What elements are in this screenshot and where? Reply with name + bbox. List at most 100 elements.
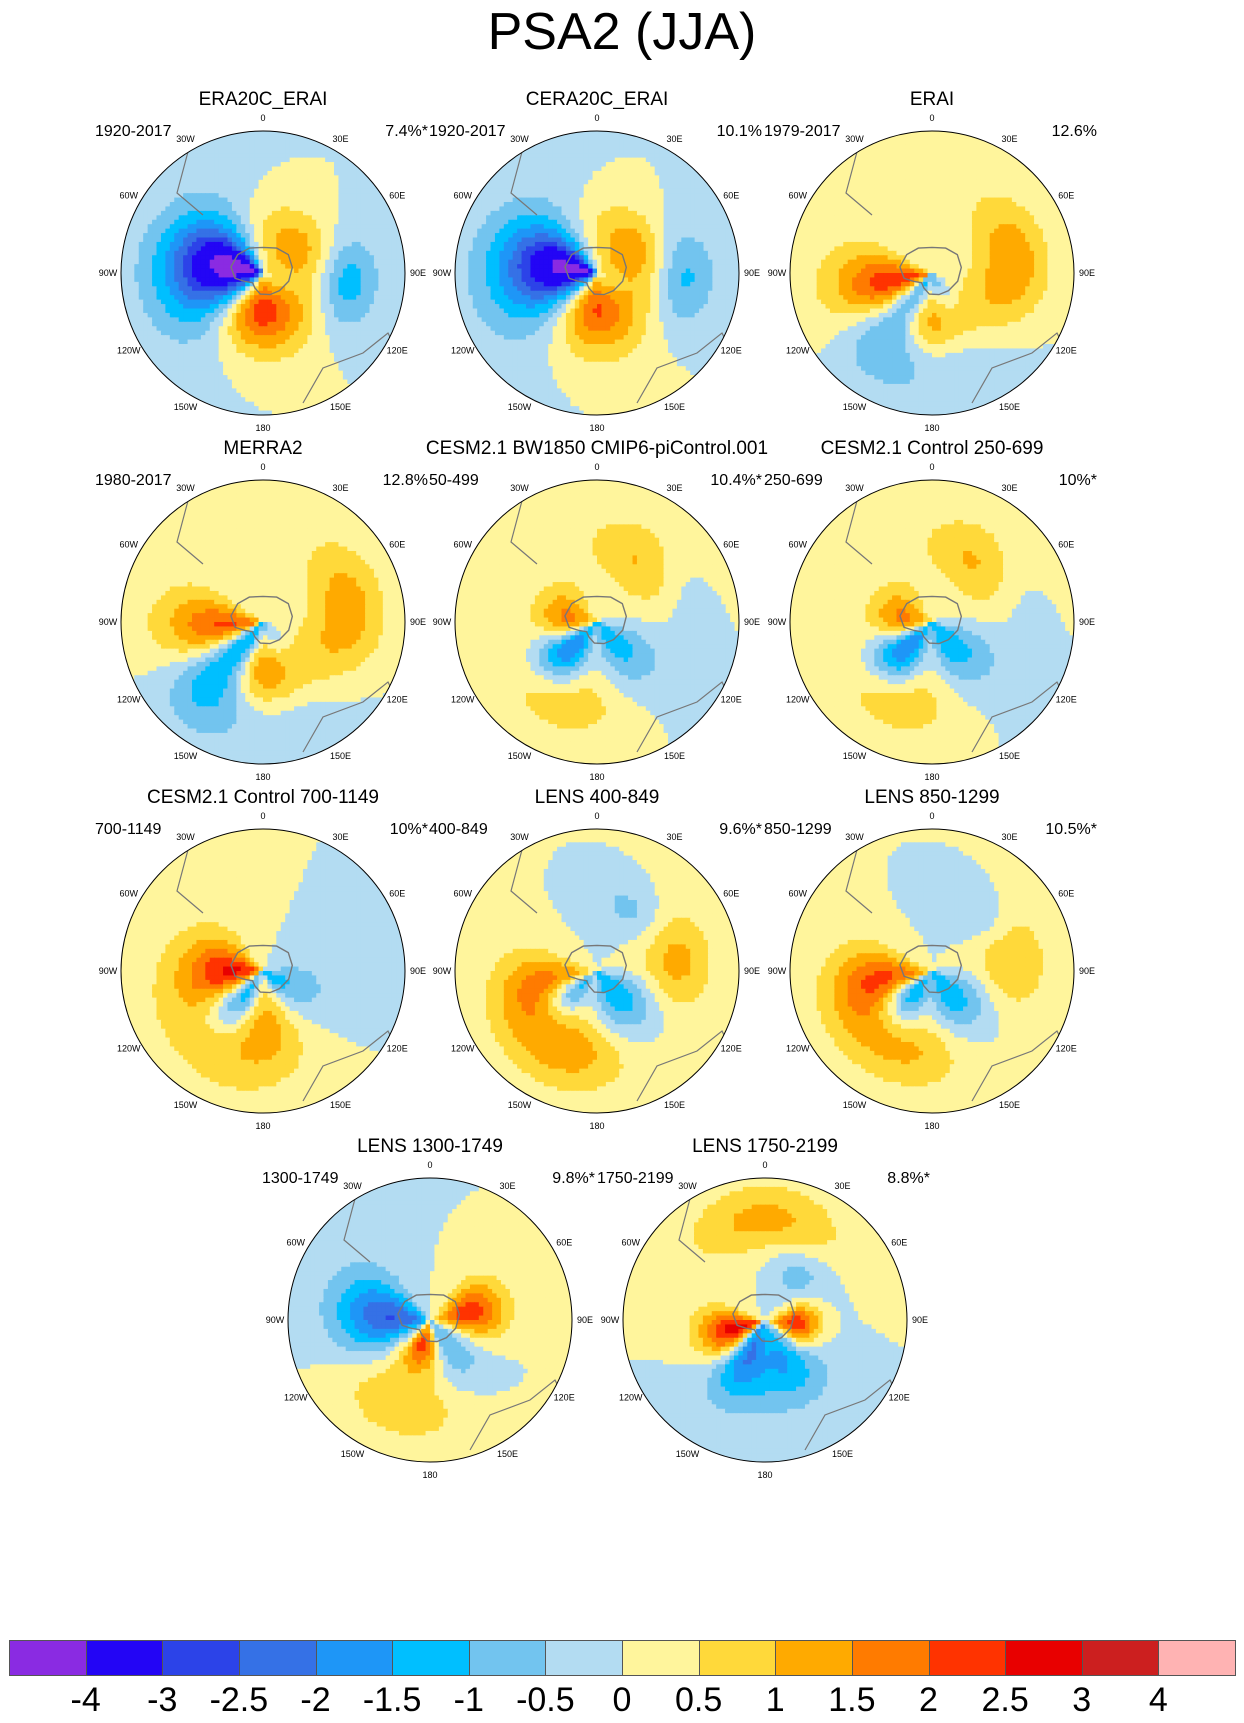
field-cell (694, 219, 700, 225)
field-cell (356, 259, 362, 265)
field-cell (200, 228, 206, 234)
field-cell (548, 179, 554, 185)
field-cell (178, 250, 184, 256)
map-panel: 0 30E 60E 90E 120E 150E 180 150W 120W 90W 60W 30W CE… (412, 88, 782, 468)
field-cell (174, 304, 180, 310)
field-cell (280, 144, 286, 150)
field-cell (289, 370, 295, 376)
field-cell (588, 139, 594, 145)
field-cell (557, 135, 563, 141)
field-cell (347, 304, 353, 310)
field-cell (351, 215, 357, 221)
field-cell (267, 317, 273, 323)
field-cell (690, 175, 696, 181)
field-cell (721, 219, 727, 225)
field-cell (548, 255, 554, 261)
field-cell (258, 375, 264, 381)
field-cell (534, 135, 540, 141)
field-cell (285, 255, 291, 261)
field-cell (334, 215, 340, 221)
field-cell (143, 228, 149, 234)
field-cell (223, 135, 229, 141)
field-cell (619, 184, 625, 190)
field-cell (302, 188, 308, 194)
field-cell (169, 237, 175, 243)
field-cell (601, 206, 607, 212)
field-cell (298, 312, 304, 318)
field-cell (396, 241, 402, 247)
field-cell (597, 237, 603, 243)
field-cell (592, 237, 598, 243)
field-cell (263, 197, 269, 203)
field-cell (218, 352, 224, 358)
field-cell (490, 237, 496, 243)
field-cell (205, 335, 211, 341)
field-cell (231, 370, 237, 376)
field-cell (267, 308, 273, 314)
field-cell (400, 312, 405, 318)
field-cell (280, 335, 286, 341)
field-cell (214, 241, 220, 247)
field-cell (365, 299, 371, 305)
field-cell (200, 281, 206, 287)
field-cell (369, 259, 375, 265)
field-cell (597, 162, 603, 168)
field-cell (391, 246, 397, 252)
field-cell (254, 224, 260, 230)
field-cell (503, 219, 509, 225)
field-cell (209, 162, 215, 168)
field-cell (351, 273, 357, 279)
field-cell (294, 308, 300, 314)
field-cell (307, 383, 313, 389)
field-cell (342, 210, 348, 216)
field-cell (280, 224, 286, 230)
field-cell (526, 157, 532, 163)
field-cell (681, 233, 687, 239)
field-cell (298, 139, 304, 145)
field-cell (725, 219, 731, 225)
field-cell (534, 241, 540, 247)
field-cell (280, 153, 286, 159)
field-cell (334, 228, 340, 234)
field-cell (298, 153, 304, 159)
field-cell (716, 241, 722, 247)
field-cell (129, 233, 135, 239)
field-cell (650, 153, 656, 159)
field-cell (400, 321, 405, 327)
field-cell (302, 273, 308, 279)
field-cell (530, 228, 536, 234)
field-cell (200, 241, 206, 247)
field-cell (254, 188, 260, 194)
field-cell (307, 352, 313, 358)
field-cell (156, 273, 162, 279)
field-cell (178, 383, 184, 389)
field-cell (641, 144, 647, 150)
field-cell (672, 153, 678, 159)
field-cell (289, 330, 295, 336)
field-cell (588, 210, 594, 216)
field-cell (192, 308, 198, 314)
field-cell (356, 308, 362, 314)
field-cell (231, 344, 237, 350)
field-cell (302, 304, 308, 310)
field-cell (121, 281, 127, 287)
field-cell (356, 295, 362, 301)
field-cell (240, 255, 246, 261)
field-cell (289, 299, 295, 305)
field-cell (196, 153, 202, 159)
field-cell (231, 219, 237, 225)
field-cell (351, 241, 357, 247)
field-cell (214, 237, 220, 243)
field-cell (320, 357, 326, 363)
field-cell (236, 304, 242, 310)
field-cell (508, 175, 514, 181)
field-cell (240, 197, 246, 203)
field-cell (325, 388, 331, 394)
field-cell (169, 281, 175, 287)
field-cell (342, 366, 348, 372)
field-cell (121, 224, 127, 230)
field-cell (610, 228, 616, 234)
field-cell (636, 144, 642, 150)
field-cell (320, 179, 326, 185)
field-cell (134, 210, 140, 216)
